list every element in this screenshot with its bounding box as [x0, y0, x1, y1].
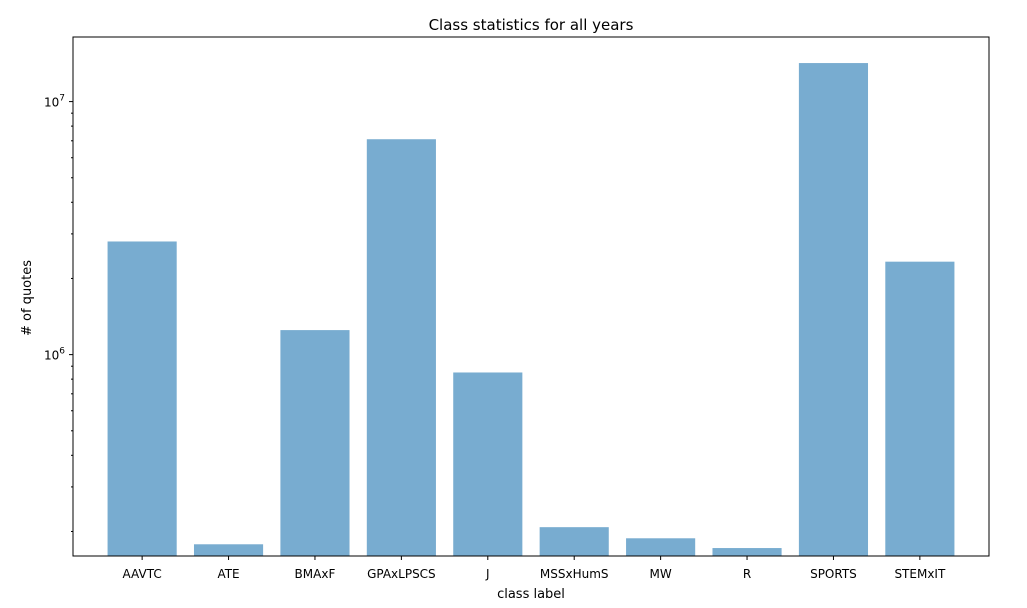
x-tick-label: BMAxF [295, 567, 336, 581]
y-tick-label: 106 [44, 347, 65, 363]
y-tick-label: 107 [44, 94, 65, 110]
plot-frame [72, 36, 990, 557]
x-axis-title: class label [497, 587, 565, 602]
bar-bmaxf [280, 330, 350, 556]
bar-mssxhums [539, 527, 609, 556]
y-ticks-group: 106 107 [44, 94, 73, 532]
chart-title: Class statistics for all years [429, 16, 634, 34]
bar-aavtc [107, 241, 177, 557]
bar-sports [798, 63, 869, 557]
x-tick-label: SPORTS [810, 567, 857, 581]
x-tick-label: GPAxLPSCS [367, 567, 436, 581]
y-axis-title: # of quotes [20, 260, 35, 336]
bars-group [107, 63, 955, 557]
bar-stemxit [885, 261, 955, 556]
x-tick-label: R [743, 567, 751, 581]
x-tick-label: ATE [217, 567, 239, 581]
x-tick-label: AAVTC [123, 567, 162, 581]
bar-gpaxlpscs [366, 139, 436, 557]
bar-ate [193, 544, 264, 556]
x-tick-label: STEMxIT [894, 567, 946, 581]
bar-mw [626, 538, 696, 556]
bar-j [453, 372, 523, 556]
x-tick-label: J [485, 567, 490, 581]
x-tick-label: MW [650, 567, 672, 581]
x-ticks-group: AAVTC ATE BMAxF GPAxLPSCS J MSSxHumS MW R SPORTS… [123, 556, 946, 581]
bar-r [712, 548, 782, 556]
x-tick-label: MSSxHumS [540, 567, 609, 581]
